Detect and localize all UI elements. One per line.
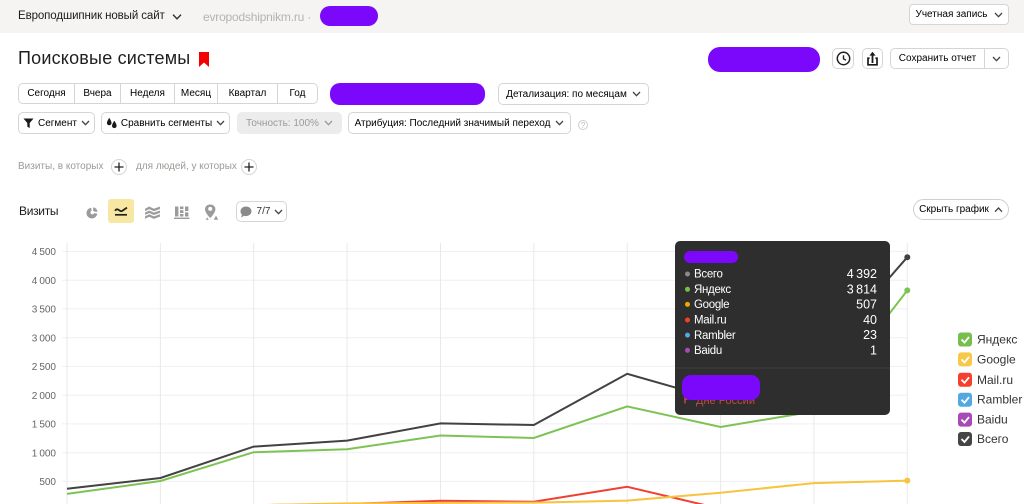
svg-text:Google: Google	[694, 299, 729, 311]
svg-text:Google: Google	[977, 352, 1016, 366]
svg-text:1: 1	[870, 343, 877, 357]
svg-text:Mail.ru: Mail.ru	[977, 373, 1013, 387]
svg-text:1 500: 1 500	[32, 420, 57, 431]
svg-text:2 500: 2 500	[32, 362, 57, 373]
svg-text:Яндекс: Яндекс	[694, 284, 731, 296]
svg-text:507: 507	[856, 297, 877, 311]
svg-text:3 500: 3 500	[32, 305, 57, 316]
svg-text:Baidu: Baidu	[694, 345, 722, 357]
svg-text:4 000: 4 000	[32, 276, 57, 287]
svg-text:500: 500	[39, 477, 56, 488]
svg-text:23: 23	[863, 328, 877, 342]
svg-text:Mail.ru: Mail.ru	[694, 315, 726, 327]
svg-text:3 814: 3 814	[847, 282, 877, 296]
svg-text:Rambler: Rambler	[977, 393, 1022, 407]
svg-text:Яндекс: Яндекс	[977, 333, 1017, 347]
svg-text:3 000: 3 000	[32, 334, 57, 345]
svg-text:4 392: 4 392	[847, 267, 877, 281]
svg-text:Всего: Всего	[977, 432, 1009, 446]
svg-text:Baidu: Baidu	[977, 413, 1008, 427]
svg-text:4 500: 4 500	[32, 247, 57, 258]
svg-text:1 000: 1 000	[32, 449, 57, 460]
svg-text:Всего: Всего	[694, 269, 723, 281]
svg-text:40: 40	[863, 313, 877, 327]
svg-text:Rambler: Rambler	[694, 330, 736, 342]
svg-text:2 000: 2 000	[32, 391, 57, 402]
